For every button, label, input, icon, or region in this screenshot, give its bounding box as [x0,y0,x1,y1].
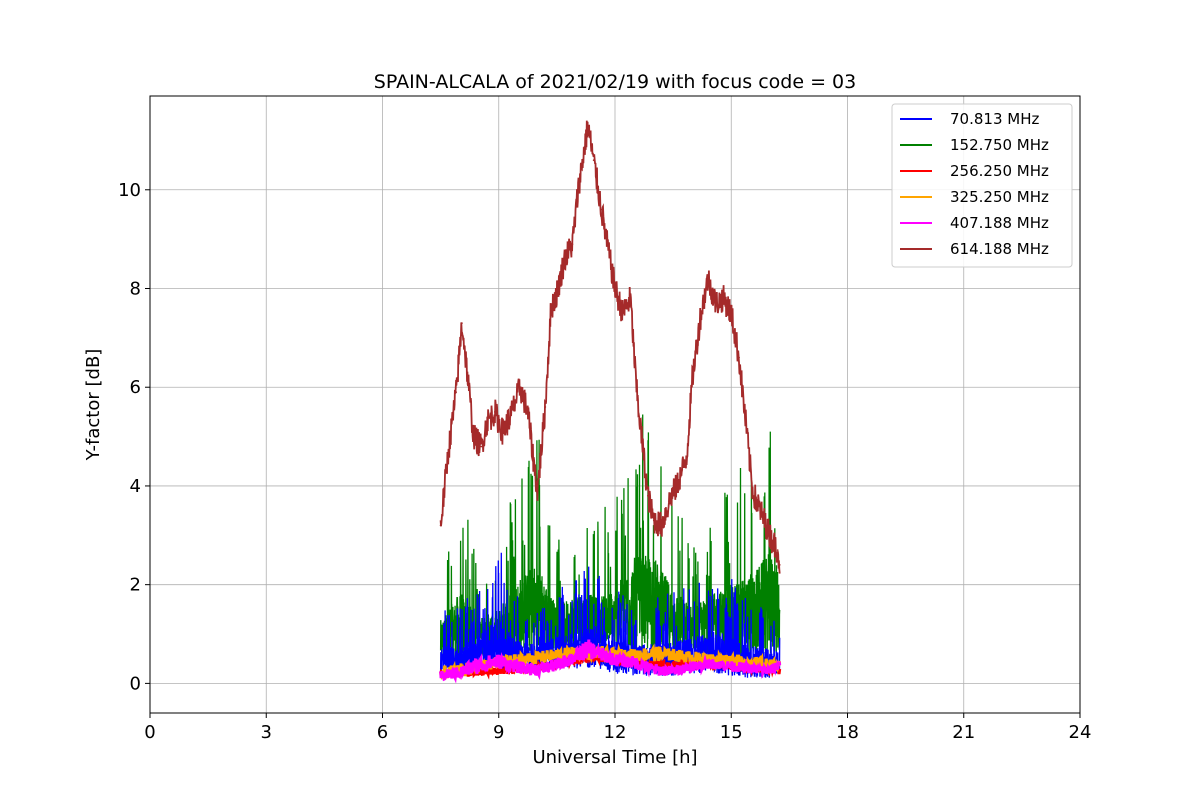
data-point [480,445,483,448]
data-point [494,411,496,413]
chart-title: SPAIN-ALCALA of 2021/02/19 with focus co… [374,71,856,93]
y-axis-title: Y-factor [dB] [83,349,104,462]
data-point [759,509,762,512]
data-point [745,430,748,433]
data-point [629,297,632,300]
data-point [738,356,740,359]
data-point [676,485,678,487]
data-point [652,519,655,522]
series-line-152-750-mhz [439,414,781,662]
data-point [614,287,616,290]
data-point [660,524,663,527]
data-point [685,455,688,458]
x-tick-label: 15 [720,722,743,743]
data-point [571,243,574,246]
x-tick-label: 3 [261,722,272,743]
data-point [532,460,535,463]
data-point [550,307,552,310]
data-point [621,312,624,315]
legend-label-614-188-mhz: 614.188 MHz [950,240,1049,258]
series-line-407-188-mhz [439,639,782,684]
y-tick-label: 4 [130,476,141,497]
y-tick-label: 10 [118,180,141,201]
legend-label-70-813-mhz: 70.813 MHz [950,110,1039,128]
data-point [606,243,609,246]
y-tick-label: 8 [130,279,141,300]
data-point [519,386,521,389]
x-tick-label: 9 [493,722,504,743]
data-point [776,549,779,551]
data-point [600,208,603,211]
y-tick-label: 0 [130,673,141,694]
data-point [670,494,673,497]
data-point [563,258,566,260]
data-point [751,490,754,492]
data-point [466,376,469,379]
data-point [544,406,547,408]
data-point [509,415,512,418]
data-point [592,159,595,162]
data-point [707,277,709,280]
legend-label-256-250-mhz: 256.250 MHz [950,162,1049,180]
x-tick-label: 21 [952,722,975,743]
data-point [771,539,773,542]
data-point [501,430,504,433]
x-tick-label: 6 [377,722,388,743]
data-point [439,524,442,527]
data-point [587,124,589,127]
plot-area [439,120,782,684]
data-point [641,440,643,443]
data-point [556,292,558,295]
data-point [526,411,529,413]
y-tick-label: 6 [130,377,141,398]
legend-label-407-188-mhz: 407.188 MHz [950,214,1049,232]
data-point [577,188,580,191]
data-point [447,450,450,453]
x-tick-label: 0 [144,722,155,743]
data-point [472,435,475,438]
series-line-614-188-mhz [439,120,781,574]
data-point [778,564,781,566]
y-tick-label: 2 [130,575,141,596]
data-point [722,297,725,300]
legend-label-152-750-mhz: 152.750 MHz [950,136,1049,154]
data-point [486,420,488,423]
legend-label-325-250-mhz: 325.250 MHz [950,188,1049,206]
data-point [647,494,649,497]
data-point [536,490,539,492]
x-tick-label: 18 [836,722,859,743]
data-point [635,386,638,389]
x-tick-label: 12 [604,722,627,743]
data-point [455,391,457,394]
data-point [699,317,702,319]
data-point [714,302,717,305]
data-point [691,376,694,379]
legend: 70.813 MHz 152.750 MHz 256.250 MHz 325.250 … [891,103,1073,268]
data-point [730,312,733,315]
data-point [765,524,767,527]
legend-box [891,103,1073,268]
x-tick-label: 24 [1069,722,1092,743]
data-point [461,322,463,324]
x-axis-title: Universal Time [h] [532,747,697,768]
